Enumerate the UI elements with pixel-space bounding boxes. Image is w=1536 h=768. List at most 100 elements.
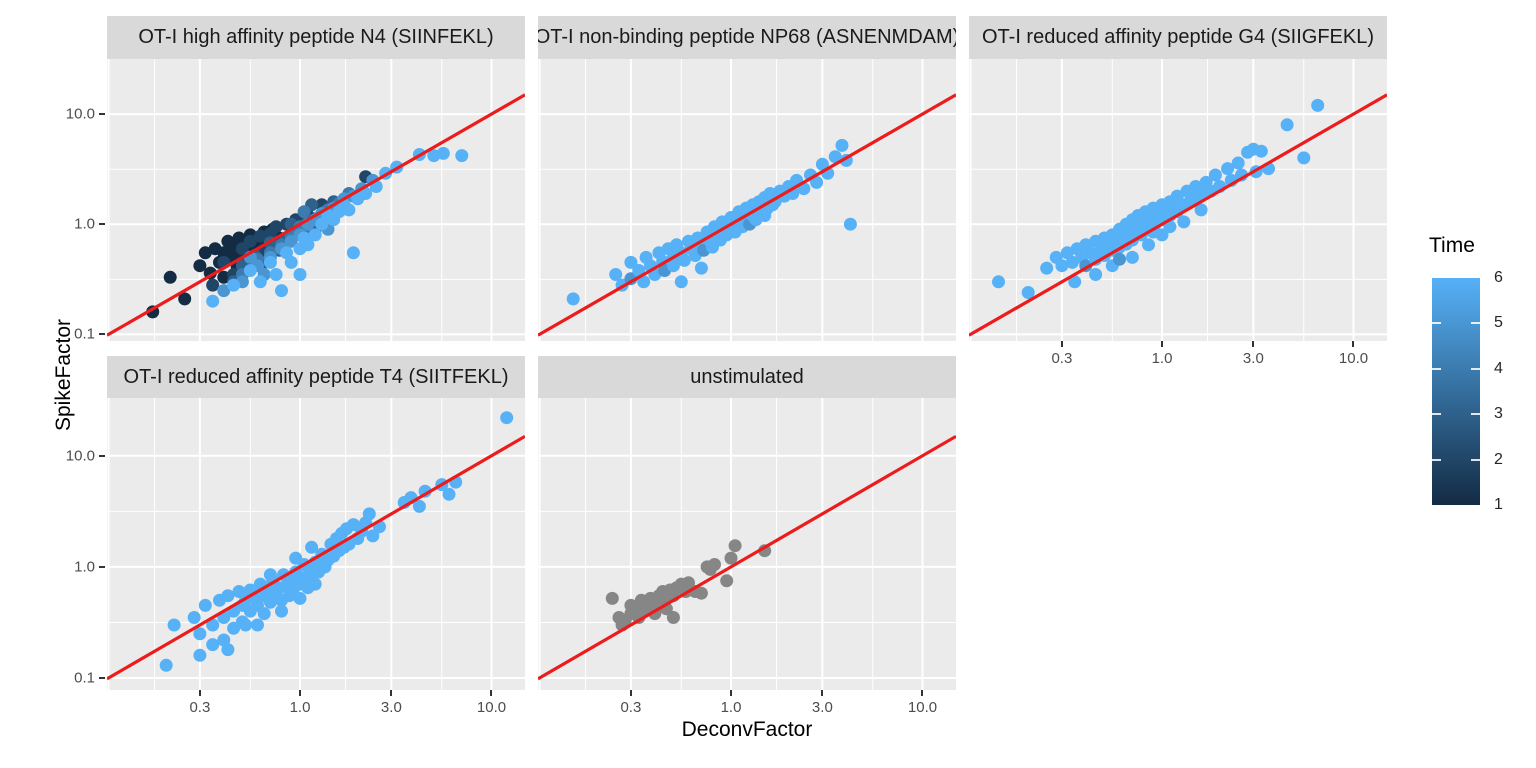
facet-title-text: OT-I reduced affinity peptide T4 (SIITFE…: [123, 365, 509, 388]
data-point: [1280, 118, 1294, 132]
data-point: [193, 259, 207, 273]
facet-strip-title: OT-I non-binding peptide NP68 (ASNENMDAM…: [538, 16, 956, 59]
y-axis-tick: [99, 454, 105, 457]
facet-panel: [107, 398, 525, 690]
data-point: [193, 627, 207, 641]
legend-tick-label: 6: [1494, 269, 1503, 286]
x-axis-title: DeconvFactor: [681, 718, 813, 741]
data-point: [366, 529, 380, 543]
data-point: [1142, 238, 1155, 252]
data-point: [1208, 168, 1222, 182]
x-axis-tick: [1161, 341, 1163, 347]
data-point: [992, 275, 1005, 289]
data-point: [159, 658, 173, 672]
y-axis-tick-label: 1.0: [74, 558, 95, 576]
facet-panel: [107, 59, 525, 341]
data-point: [412, 499, 426, 513]
x-axis-tick-label: 1.0: [1151, 350, 1173, 367]
data-point: [227, 278, 241, 292]
data-point: [810, 175, 824, 189]
legend-tick-mark: [1471, 367, 1480, 370]
x-axis-tick: [629, 690, 632, 696]
data-point: [1040, 261, 1054, 275]
x-axis-tick-label: 0.3: [1051, 350, 1073, 367]
data-point: [1021, 286, 1035, 299]
data-point: [674, 275, 688, 289]
data-point: [609, 268, 623, 281]
data-point: [566, 292, 580, 306]
data-point: [217, 284, 231, 298]
data-point: [1113, 252, 1126, 266]
x-axis-tick: [490, 690, 493, 696]
data-point: [694, 586, 708, 600]
data-point: [1221, 162, 1235, 176]
x-axis-tick-label: 0.3: [620, 699, 642, 716]
data-point: [305, 540, 319, 554]
data-point: [257, 607, 271, 621]
data-point: [442, 487, 456, 501]
legend-tick-label: 5: [1494, 314, 1503, 332]
legend-tick-label: 2: [1494, 450, 1503, 468]
data-point: [624, 255, 638, 269]
data-point: [455, 149, 469, 163]
data-point: [253, 275, 267, 289]
y-axis-tick-label: 0.1: [74, 325, 95, 343]
data-point: [1194, 187, 1208, 200]
x-axis-tick-label: 10.0: [907, 699, 938, 716]
y-axis-tick: [99, 677, 105, 679]
x-axis-tick: [921, 690, 924, 696]
data-point: [275, 284, 288, 298]
x-axis-tick-label: 0.3: [189, 699, 211, 716]
data-point: [758, 209, 772, 222]
x-axis-tick: [390, 690, 393, 696]
data-point: [843, 217, 857, 231]
data-point: [342, 203, 356, 217]
facet-panel: [969, 59, 1387, 341]
facet-title-text: unstimulated: [690, 365, 804, 388]
x-axis-tick-label: 10.0: [1338, 350, 1369, 367]
legend-title: Time: [1429, 234, 1475, 257]
facet-title-text: OT-I non-binding peptide NP68 (ASNENMDAM…: [538, 26, 956, 48]
x-axis-tick-label: 1.0: [720, 699, 742, 716]
data-point: [263, 568, 277, 582]
data-point: [1194, 203, 1208, 217]
data-point: [221, 589, 235, 603]
data-point: [724, 551, 738, 565]
x-axis-tick: [730, 690, 732, 696]
data-point: [198, 246, 212, 260]
facet-panel: [538, 59, 956, 341]
x-axis-tick-label: 3.0: [811, 699, 833, 716]
data-point: [835, 138, 849, 152]
x-axis-tick-label: 1.0: [289, 699, 311, 716]
x-axis-tick-label: 10.0: [476, 699, 507, 716]
data-point: [178, 292, 192, 306]
facet-strip-title: unstimulated: [538, 356, 956, 398]
legend-tick-mark: [1471, 322, 1480, 325]
data-point: [239, 618, 253, 632]
legend-tick-mark: [1471, 413, 1480, 416]
data-point: [1125, 250, 1139, 264]
data-point: [708, 558, 721, 571]
data-point: [297, 205, 311, 219]
facet-title-text: OT-I high affinity peptide N4 (SIINFEKL): [138, 26, 494, 48]
data-point: [253, 229, 267, 243]
x-axis-tick: [198, 690, 201, 696]
data-point: [217, 270, 231, 284]
legend-tick-label: 1: [1494, 496, 1503, 513]
data-point: [605, 591, 619, 605]
x-axis-tick-label: 3.0: [1242, 350, 1264, 367]
data-point: [163, 270, 177, 284]
data-point: [728, 539, 742, 553]
data-point: [1177, 215, 1191, 229]
data-point: [206, 278, 220, 292]
y-axis-tick: [99, 333, 105, 336]
data-point: [362, 507, 376, 521]
data-point: [1060, 246, 1074, 260]
facet-strip-title: OT-I high affinity peptide N4 (SIINFEKL): [107, 16, 525, 59]
data-point: [243, 234, 257, 248]
data-point: [206, 618, 220, 632]
legend-tick-label: 3: [1494, 405, 1503, 423]
data-point: [269, 268, 283, 281]
y-axis-tick-label: 10.0: [65, 447, 95, 465]
legend-colorbar: [1432, 278, 1480, 505]
